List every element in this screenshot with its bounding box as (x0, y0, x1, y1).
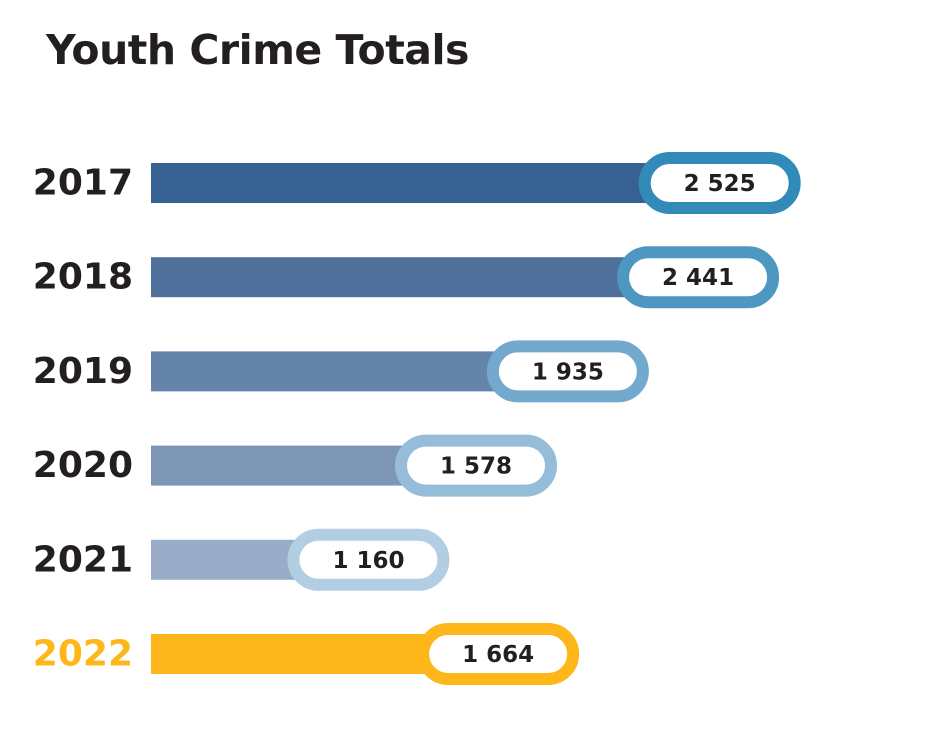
value-label-2019: 1 935 (532, 359, 604, 385)
year-label-2019: 2019 (33, 351, 133, 392)
chart-title: Youth Crime Totals (46, 26, 469, 74)
bar-2017 (151, 163, 670, 203)
year-label-2020: 2020 (33, 445, 133, 486)
value-label-2020: 1 578 (440, 454, 512, 480)
value-pill-2017 (638, 152, 801, 214)
value-label-2017: 2 525 (684, 171, 756, 197)
value-label-2021: 1 160 (332, 548, 404, 574)
year-label-2017: 2017 (33, 163, 133, 204)
year-label-2021: 2021 (33, 539, 133, 580)
value-pill-2020 (395, 434, 558, 497)
bar-2018 (151, 257, 649, 298)
value-pill-2022 (417, 623, 580, 685)
value-pill-2021 (287, 528, 450, 591)
year-label-2018: 2018 (33, 257, 133, 298)
bar-2019 (151, 351, 518, 392)
value-label-2022: 1 664 (462, 642, 534, 668)
bar-2020 (151, 445, 427, 486)
year-label-2022: 2022 (33, 634, 133, 675)
bar-2022 (151, 634, 449, 674)
value-label-2018: 2 441 (662, 265, 734, 291)
value-pill-2018 (617, 246, 780, 309)
value-pill-2019 (486, 340, 649, 403)
